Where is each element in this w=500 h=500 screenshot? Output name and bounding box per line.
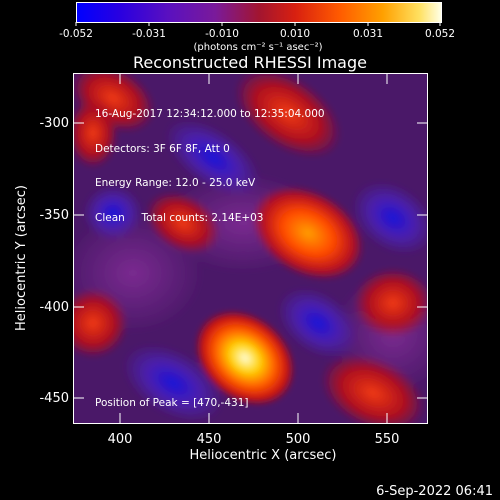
y-axis-label: Heliocentric Y (arcsec) (14, 185, 29, 331)
detectors: Detectors: 3F 6F 8F, Att 0 (95, 142, 230, 155)
colorbar-tick-label: -0.031 (132, 28, 166, 40)
image-title: Reconstructed RHESSI Image (133, 53, 367, 72)
footer-date: 6-Sep-2022 06:41 (376, 484, 493, 499)
colorbar-unit-label: (photons cm⁻² s⁻¹ asec⁻²) (193, 42, 322, 53)
peak-position: Position of Peak = [470,-431] (95, 397, 249, 409)
colorbar (76, 2, 442, 23)
colorbar-tick-label: 0.031 (353, 28, 383, 40)
x-tick-label: 550 (375, 432, 400, 447)
x-tick-label: 400 (108, 432, 133, 447)
energy-range: Energy Range: 12.0 - 25.0 keV (95, 177, 256, 189)
rhessi-image: 16-Aug-2017 12:34:12.000 to 12:35:04.000… (73, 73, 427, 423)
clean-counts: Clean Total counts: 2.14E+03 (95, 211, 264, 224)
observation-info: 16-Aug-2017 12:34:12.000 to 12:35:04.000… (95, 86, 325, 247)
x-tick-label: 500 (286, 432, 311, 447)
y-tick-label: -350 (39, 208, 69, 223)
y-tick-label: -300 (39, 116, 69, 131)
colorbar-tick-label: -0.052 (59, 28, 93, 40)
time-range: 16-Aug-2017 12:34:12.000 to 12:35:04.000 (95, 108, 325, 120)
y-tick-label: -450 (39, 391, 69, 406)
colorbar-axis: -0.052 -0.031 -0.010 0.010 0.031 0.052 (… (59, 22, 455, 53)
colorbar-tick-label: 0.010 (280, 28, 310, 40)
heatmap (73, 73, 427, 423)
x-tick-label: 450 (197, 432, 222, 447)
y-tick-label: -400 (39, 300, 69, 315)
colorbar-tick-label: -0.010 (205, 28, 239, 40)
x-axis-label: Heliocentric X (arcsec) (190, 448, 337, 463)
colorbar-tick-label: 0.052 (425, 28, 455, 40)
